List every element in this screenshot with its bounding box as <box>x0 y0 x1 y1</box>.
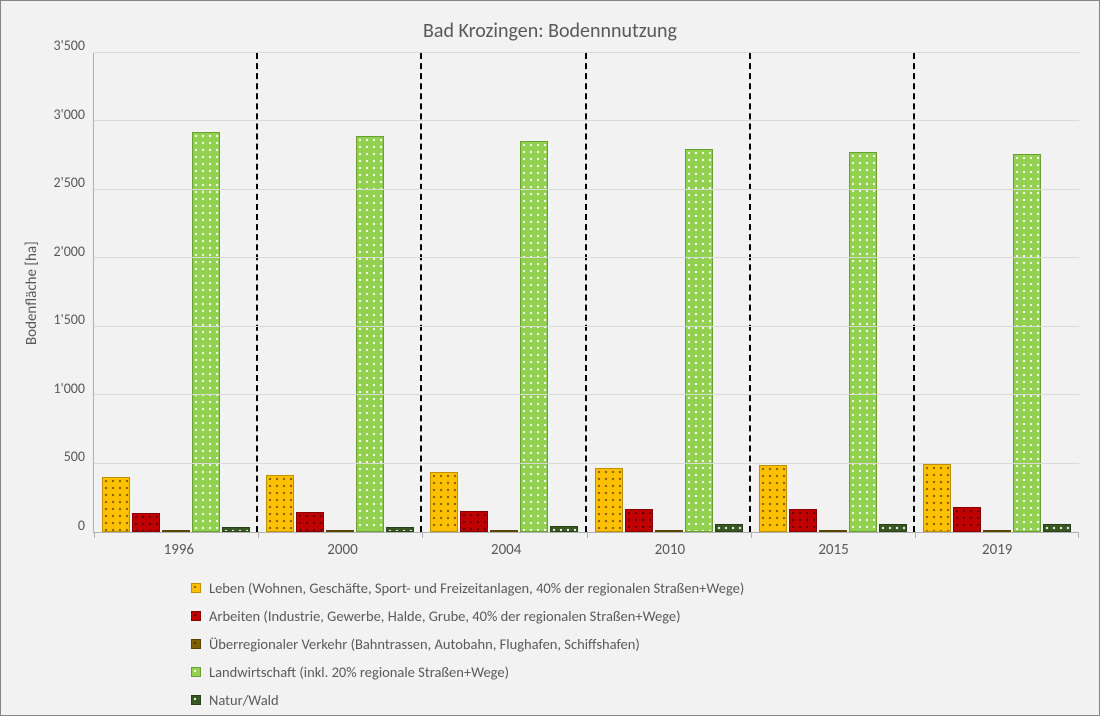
legend-swatch <box>191 583 201 593</box>
bar-verkehr <box>162 530 190 532</box>
gridline <box>94 326 1079 327</box>
bar-landwirtschaft <box>685 149 713 532</box>
legend-label: Arbeiten (Industrie, Gewerbe, Halde, Gru… <box>209 607 681 625</box>
legend-swatch <box>191 639 201 649</box>
legend-item-natur: Natur/Wald <box>191 691 1079 709</box>
x-tickmark <box>587 532 588 538</box>
bar-landwirtschaft <box>520 141 548 532</box>
bar-landwirtschaft <box>356 136 384 532</box>
bar-verkehr <box>655 530 683 532</box>
x-tickmark <box>258 532 259 538</box>
bar-natur <box>879 524 907 532</box>
gridline <box>94 257 1079 258</box>
bar-leben <box>430 472 458 532</box>
bar-landwirtschaft <box>849 152 877 532</box>
gridline <box>94 189 1079 190</box>
bar-verkehr <box>326 530 354 532</box>
legend-item-landwirtschaft: Landwirtschaft (inkl. 20% regionale Stra… <box>191 663 1079 681</box>
x-tickmark <box>1078 532 1079 538</box>
x-tickmark <box>915 532 916 538</box>
bar-group <box>94 53 258 532</box>
legend: Leben (Wohnen, Geschäfte, Sport- und Fre… <box>191 579 1079 709</box>
x-tick: 2019 <box>915 533 1079 559</box>
bar-leben <box>923 464 951 532</box>
gridline <box>94 52 1079 53</box>
bar-leben <box>102 477 130 532</box>
x-tickmark <box>422 532 423 538</box>
bar-verkehr <box>983 530 1011 532</box>
legend-swatch <box>191 667 201 677</box>
legend-item-verkehr: Überregionaler Verkehr (Bahntrassen, Aut… <box>191 635 1079 653</box>
bar-group <box>751 53 915 532</box>
bar-leben <box>595 468 623 532</box>
legend-item-leben: Leben (Wohnen, Geschäfte, Sport- und Fre… <box>191 579 1079 597</box>
bar-verkehr <box>490 530 518 532</box>
chart-title: Bad Krozingen: Bodennnutzung <box>21 19 1079 43</box>
bar-groups <box>94 53 1079 532</box>
bar-natur <box>550 526 578 532</box>
legend-swatch <box>191 611 201 621</box>
legend-item-arbeiten: Arbeiten (Industrie, Gewerbe, Halde, Gru… <box>191 607 1079 625</box>
y-axis-label: Bodenfläche [ha] <box>21 53 43 533</box>
x-tickmark <box>94 532 95 538</box>
x-tick: 2010 <box>588 533 752 559</box>
bar-group <box>915 53 1079 532</box>
bar-group <box>422 53 586 532</box>
x-tickmark <box>751 532 752 538</box>
x-tick: 2015 <box>752 533 916 559</box>
gridline <box>94 394 1079 395</box>
legend-label: Natur/Wald <box>209 691 279 709</box>
plot-area <box>93 53 1079 533</box>
bar-group <box>258 53 422 532</box>
bar-leben <box>759 465 787 532</box>
bar-arbeiten <box>296 512 324 532</box>
gridline <box>94 120 1079 121</box>
x-axis: 199620002004201020152019 <box>97 533 1079 559</box>
x-tick: 2000 <box>261 533 425 559</box>
plot-wrapper: Bodenfläche [ha] 3'5003'0002'5002'0001'5… <box>21 53 1079 533</box>
gridline <box>94 463 1079 464</box>
x-tick: 1996 <box>97 533 261 559</box>
bar-natur <box>715 524 743 532</box>
y-axis: 3'5003'0002'5002'0001'5001'0005000 <box>43 53 93 533</box>
legend-label: Überregionaler Verkehr (Bahntrassen, Aut… <box>209 635 640 653</box>
bar-natur <box>386 527 414 532</box>
legend-label: Landwirtschaft (inkl. 20% regionale Stra… <box>209 663 509 681</box>
x-tick: 2004 <box>424 533 588 559</box>
bar-arbeiten <box>460 511 488 532</box>
bar-arbeiten <box>132 513 160 532</box>
bar-group <box>587 53 751 532</box>
legend-swatch <box>191 695 201 705</box>
chart-container: Bad Krozingen: Bodennnutzung Bodenfläche… <box>0 0 1100 716</box>
bar-natur <box>222 527 250 532</box>
legend-label: Leben (Wohnen, Geschäfte, Sport- und Fre… <box>209 579 744 597</box>
bar-landwirtschaft <box>192 132 220 532</box>
bar-landwirtschaft <box>1013 154 1041 532</box>
bar-natur <box>1043 524 1071 532</box>
bar-leben <box>266 475 294 532</box>
bar-arbeiten <box>789 509 817 532</box>
bar-arbeiten <box>625 509 653 532</box>
bar-verkehr <box>819 530 847 532</box>
bar-arbeiten <box>953 507 981 532</box>
